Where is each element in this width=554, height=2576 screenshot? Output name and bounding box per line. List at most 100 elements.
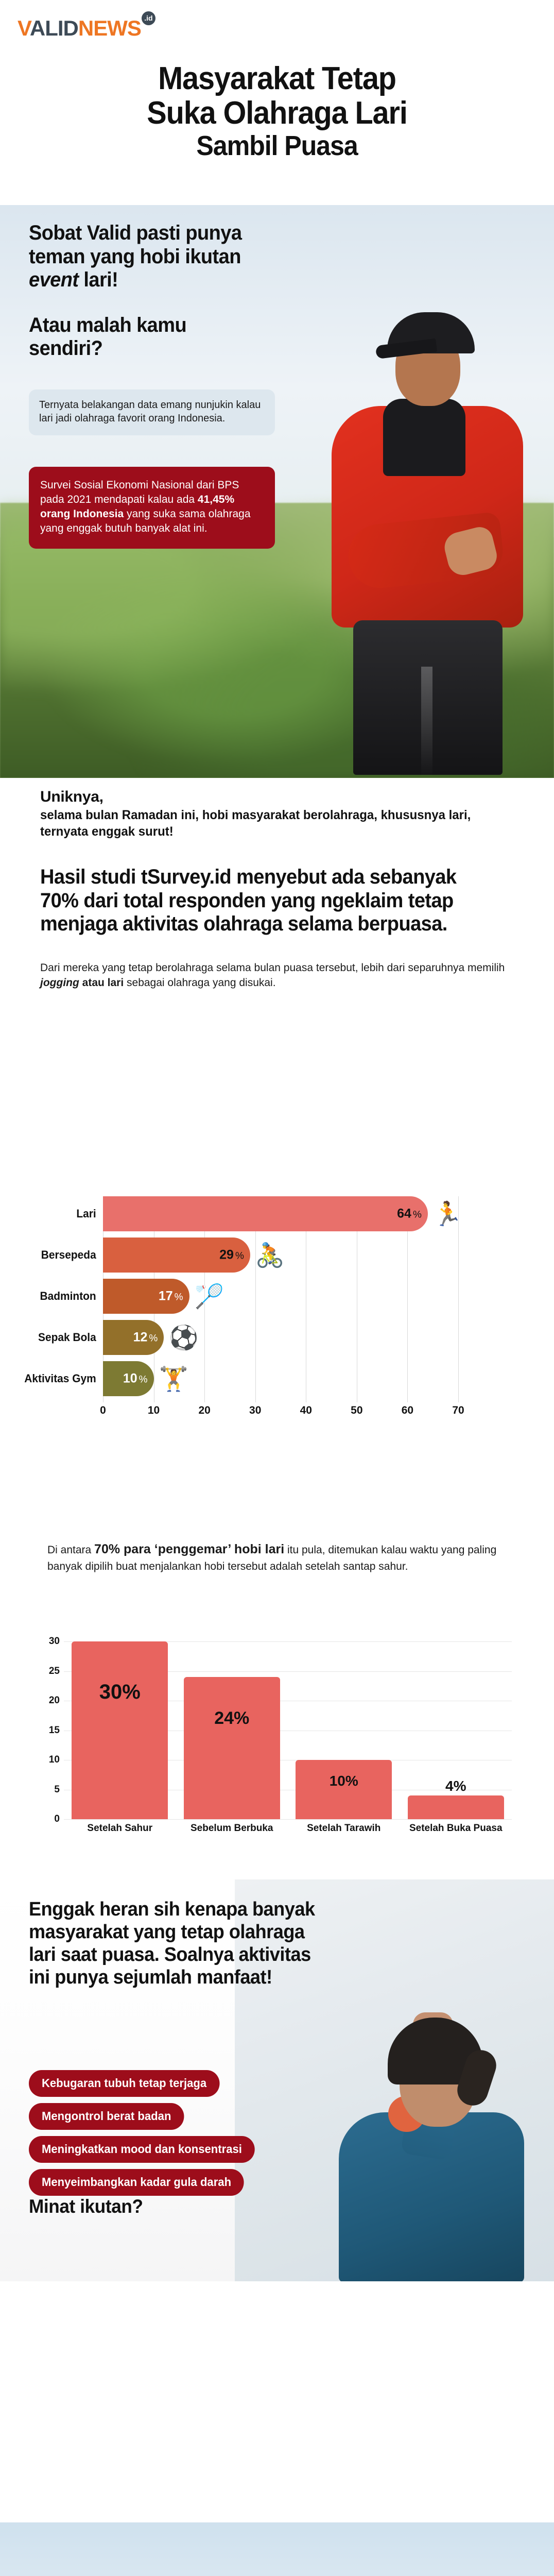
hbar-gridline [255, 1196, 256, 1402]
vbar-x-tick: Setelah Sahur [87, 1823, 153, 1834]
validnews-logo[interactable]: VALIDNEWS .id [18, 11, 155, 40]
runner-pants-highlight [421, 667, 432, 777]
hbar-category-label: Sepak Bola [38, 1331, 96, 1344]
hero-stat-card: Survei Sosial Ekonomi Nasional dari BPS … [29, 467, 275, 549]
chart1-lead-paragraph: Dari mereka yang tetap berolahraga selam… [40, 961, 514, 991]
hbar-value-label: 10% [123, 1371, 148, 1386]
hbar-fill: 10% 🏋 [103, 1361, 188, 1396]
hbar-x-tick: 40 [300, 1404, 312, 1416]
chart1-lead-italic: jogging [40, 976, 79, 989]
hero-stat-text: Survei Sosial Ekonomi Nasional dari BPS … [40, 478, 264, 536]
chart1-lead-post: sebagai olahraga yang disukai. [124, 976, 276, 989]
logo-id-badge: .id [141, 11, 155, 25]
hbar-value-label: 29% [219, 1247, 244, 1262]
vbar-x-axis: Setelah Sahur Sebelum Berbuka Setelah Tara… [64, 1823, 512, 1843]
benefit-pill: Kebugaran tubuh tetap terjaga [29, 2070, 220, 2097]
hbar-row: Badminton 17% 🏸 [40, 1279, 458, 1314]
benefits-cta: Minat ikutan? [29, 2196, 143, 2217]
vbar-column: 30% [72, 1641, 168, 1819]
vbar-y-tick-zero: 0 [54, 1814, 60, 1824]
vbar-value-label: 30% [99, 1680, 141, 1703]
vbar-column: 10% [296, 1760, 392, 1819]
hbar-fill: 64% 🏃 [103, 1196, 462, 1231]
chart2-lead-pre: Di antara [47, 1544, 95, 1556]
hero-stat-pre: Survei Sosial Ekonomi Nasional dari BPS … [40, 479, 239, 506]
hbar-x-tick: 60 [401, 1404, 414, 1416]
hbar-x-tick: 70 [452, 1404, 464, 1416]
hbar-plot-area: Lari 64% 🏃 Bersepeda 29% 🚴 Badminton 17% 🏸 Sepak … [24, 1196, 462, 1402]
hbar-value-label: 17% [158, 1289, 183, 1303]
hbar-row: Aktivitas Gym 10% 🏋 [24, 1361, 458, 1396]
running-time-bar-chart: 5 10 15 20 25 30 0 30% 24% 10% 4% Setelah Sahur Se… [0, 1636, 554, 1860]
bottom-sky-background [0, 2522, 554, 2576]
hero-stat-post: yang suka sama olahraga yang enggak butu… [40, 508, 251, 535]
hbar-row: Sepak Bola 12% ⚽ [38, 1320, 458, 1355]
hbar-fill: 12% ⚽ [103, 1320, 199, 1355]
hbar-fill: 29% 🚴 [103, 1238, 285, 1273]
vbar-x-tick: Setelah Buka Puasa [409, 1823, 503, 1834]
vbar-y-tick: 5 [54, 1784, 60, 1795]
vbar-column: 24% [183, 1677, 280, 1819]
vbar-y-tick: 10 [48, 1754, 60, 1765]
vbar-y-tick: 30 [48, 1636, 60, 1647]
logo-wordmark: VALIDNEWS [18, 16, 142, 40]
vbar-value-label: 24% [214, 1708, 250, 1728]
vbar-plot-area: 30% 24% 10% 4% [64, 1641, 512, 1820]
title-line-1: Masyarakat Tetap [158, 61, 396, 96]
vbar-y-tick: 20 [48, 1695, 60, 1706]
hbar-x-axis: 0 10 20 30 40 50 60 70 [100, 1404, 464, 1422]
bottom-photo-section [0, 2522, 554, 2576]
hero-headline-1-pre: Sobat Valid pasti punya teman yang hobi … [29, 222, 242, 268]
hero-stat-highlight: 41,45% orang Indonesia [40, 494, 235, 520]
hbar-category-label: Lari [76, 1207, 96, 1220]
vbar-gridline [64, 1641, 512, 1642]
hbar-x-tick: 30 [249, 1404, 262, 1416]
chart2-lead-bold: 70% para ‘penggemar’ hobi lari [94, 1542, 285, 1556]
vbar-x-tick: Setelah Tarawih [307, 1823, 381, 1834]
logo-letters-news: NEWS [78, 16, 142, 40]
vbar-y-tick: 25 [48, 1665, 60, 1676]
vbar-gridline [64, 1819, 512, 1820]
chart2-lead-band: Di antara 70% para ‘penggemar’ hobi lari… [0, 1540, 554, 1574]
hbar-row: Lari 64% 🏃 [76, 1196, 462, 1231]
hbar-x-tick: 0 [100, 1404, 106, 1416]
footballer-icon: ⚽ [169, 1324, 199, 1351]
intro-uniknya-label: Uniknya, [40, 788, 103, 805]
chart1-lead-pre: Dari mereka yang tetap berolahraga selam… [40, 961, 505, 974]
chart2-lead-post: itu pula, ditemukan kalau waktu yang pal… [47, 1544, 497, 1572]
hbar-fill: 17% 🏸 [103, 1279, 224, 1314]
vbar-y-tick: 15 [48, 1724, 60, 1736]
hbar-value-label: 64% [397, 1206, 422, 1221]
benefits-photo-section [0, 1879, 554, 2281]
cyclist-icon: 🚴 [255, 1242, 285, 1268]
hbar-gridline [407, 1196, 408, 1402]
hero-headline-2: Atau malah kamu sendiri? [29, 313, 187, 360]
hbar-gridline [458, 1196, 459, 1402]
hbar-row: Bersepeda 29% 🚴 [41, 1238, 458, 1273]
chart1-lead-bold: atau lari [79, 976, 124, 989]
hero-note-card: Ternyata belakangan data emang nunjukin … [29, 389, 275, 435]
vbar-value-label: 10% [329, 1773, 358, 1789]
benefit-pill: Mengontrol berat badan [29, 2103, 184, 2130]
vbar-value-label: 4% [445, 1778, 466, 1794]
vbar-column: 4% [407, 1778, 504, 1819]
title-line-3: Sambil Puasa [196, 130, 358, 161]
chart2-lead-paragraph: Di antara 70% para ‘penggemar’ hobi lari… [47, 1540, 507, 1574]
badminton-icon: 🏸 [194, 1283, 224, 1310]
vbar-y-axis: 5 10 15 20 25 30 0 [40, 1636, 60, 1824]
hbar-x-tick: 10 [147, 1404, 160, 1416]
hero-headline-1-emphasis: event [29, 268, 79, 292]
hbar-x-tick: 50 [351, 1404, 363, 1416]
vbar-gridline [64, 1671, 512, 1672]
vbar-x-tick: Sebelum Berbuka [191, 1823, 273, 1834]
intro-text-band: Uniknya, selama bulan Ramadan ini, hobi … [0, 788, 554, 991]
benefits-headline-block: Enggak heran sih kenapa banyak masyaraka… [29, 1898, 348, 1989]
hero-note-text: Ternyata belakangan data emang nunjukin … [39, 399, 261, 425]
hero-photo-section [0, 205, 554, 778]
runner-pants [353, 620, 503, 775]
runner-man-photo [276, 251, 544, 777]
sport-preference-bar-chart: Lari 64% 🏃 Bersepeda 29% 🚴 Badminton 17% 🏸 Sepak … [0, 1196, 554, 1438]
hbar-x-tick: 20 [198, 1404, 211, 1416]
hbar-category-label: Bersepeda [41, 1248, 96, 1261]
